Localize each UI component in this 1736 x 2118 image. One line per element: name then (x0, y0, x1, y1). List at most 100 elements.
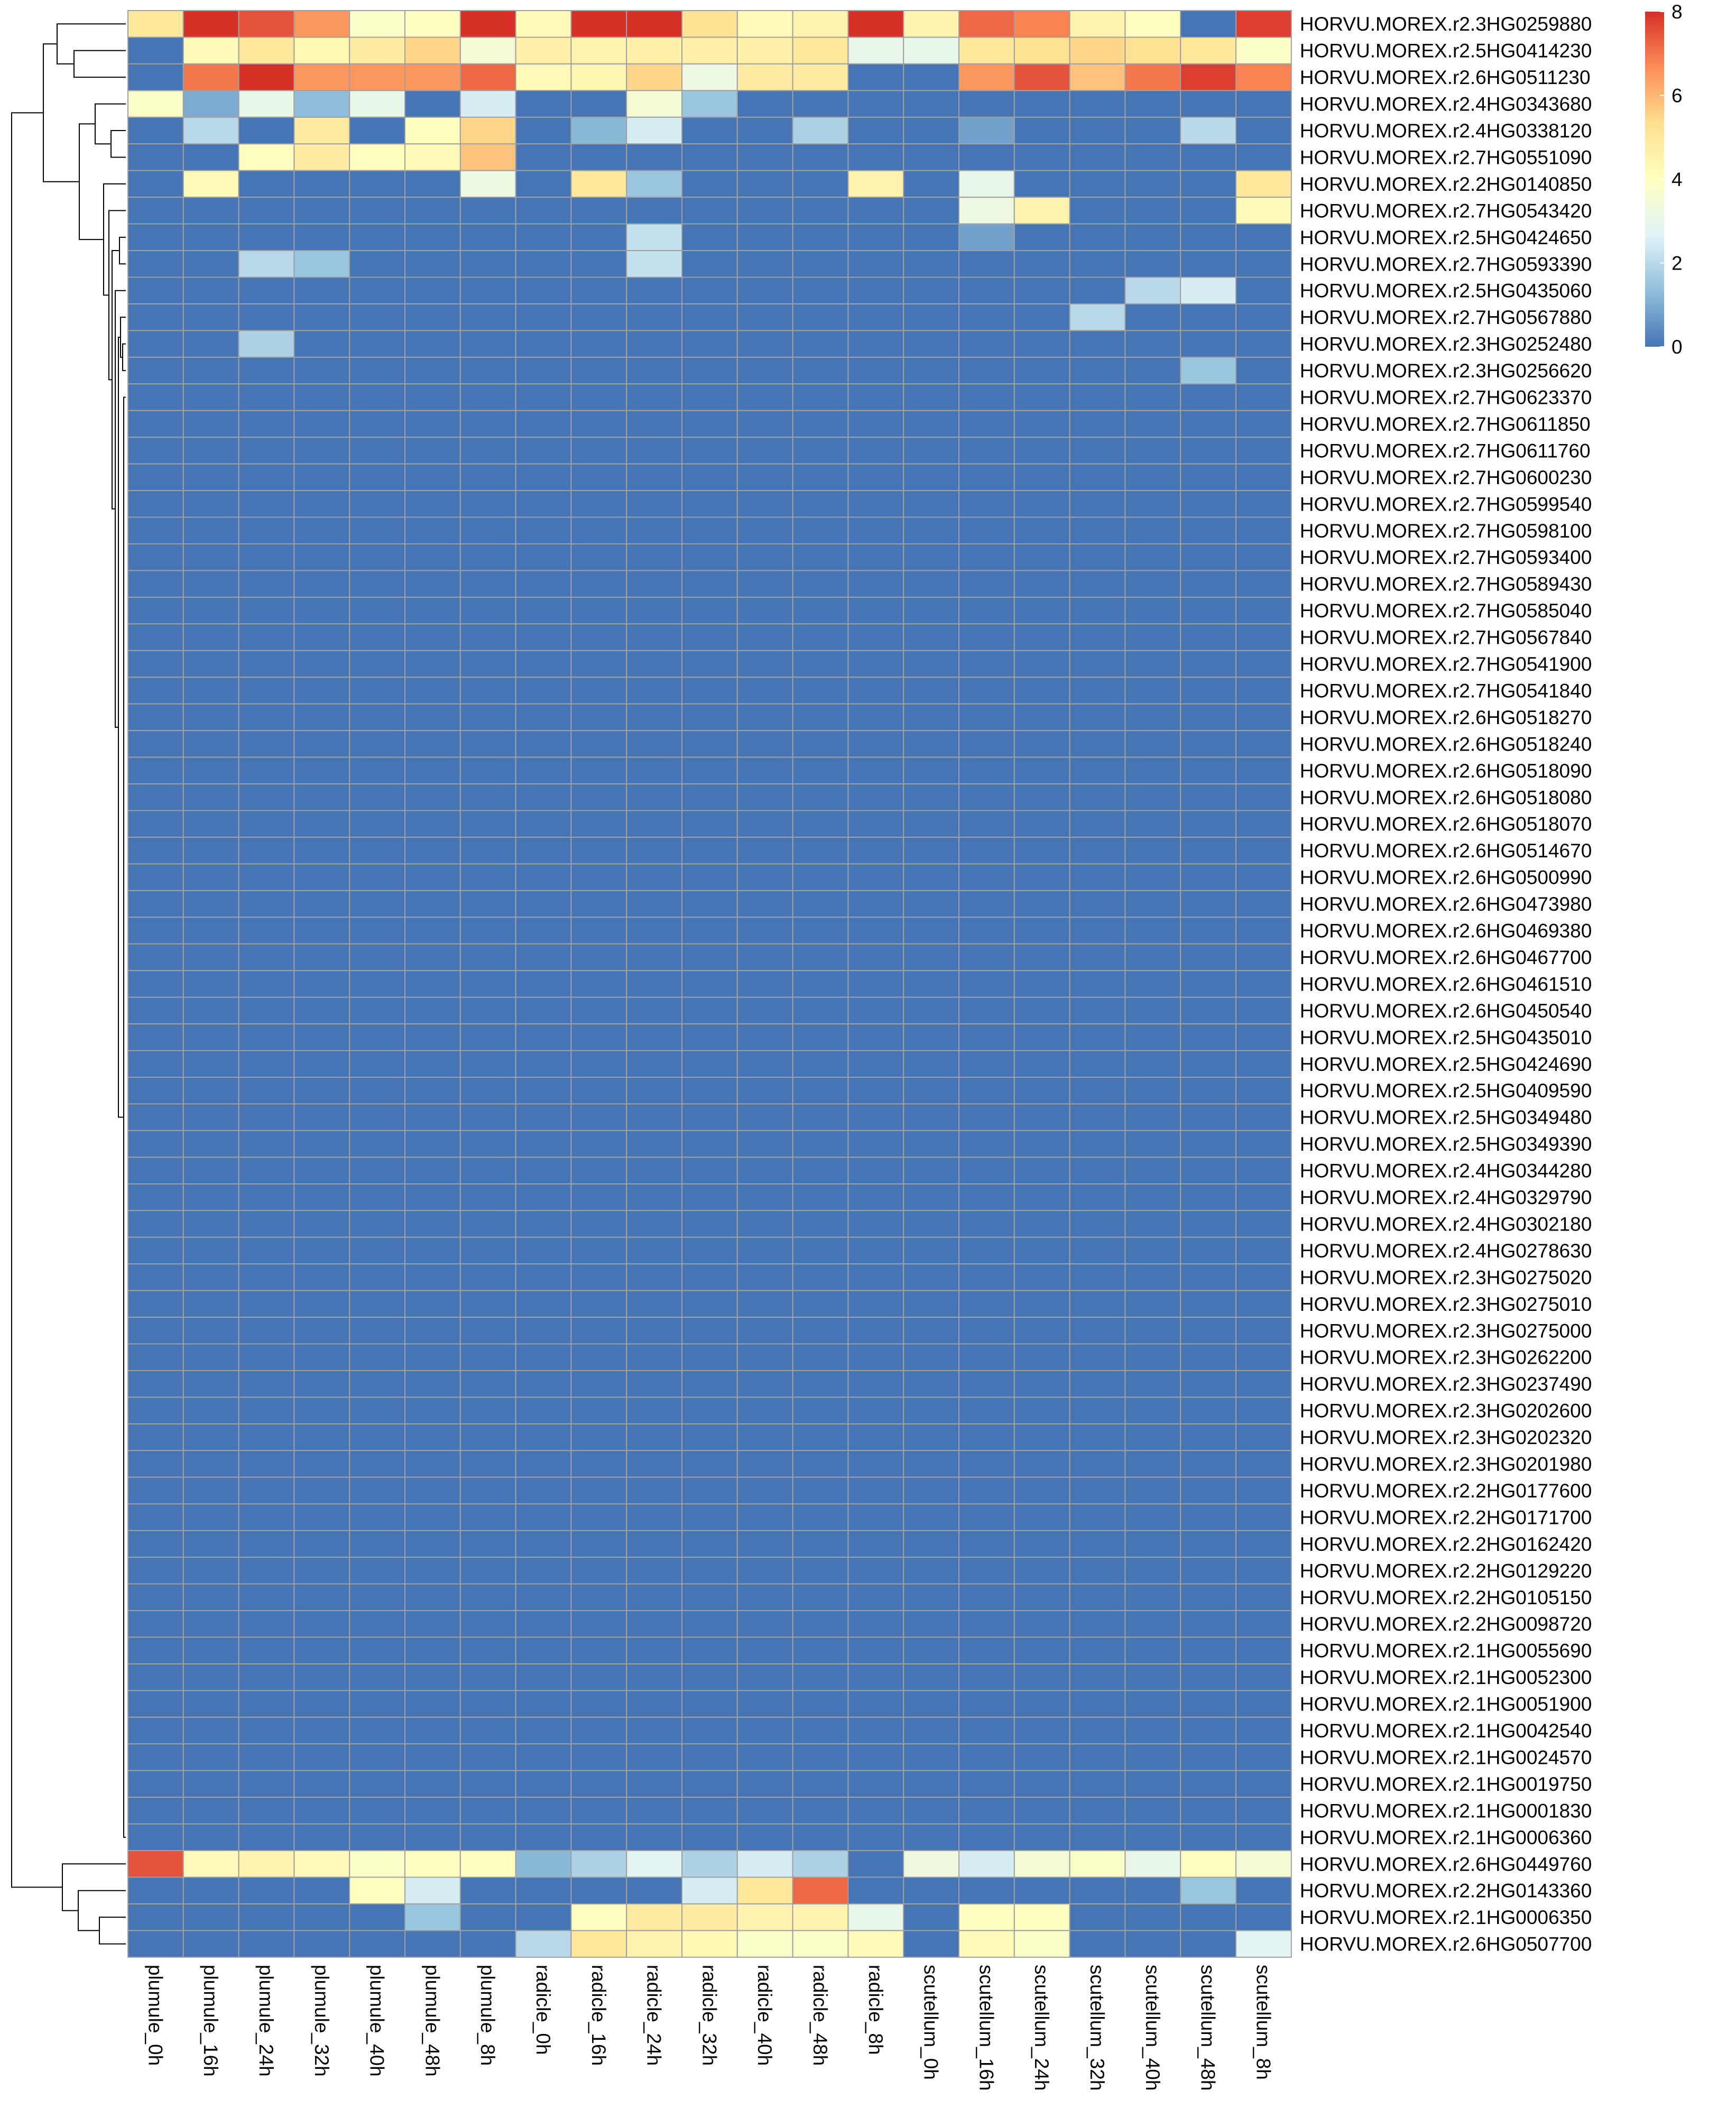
heatmap-cell (1235, 596, 1292, 625)
heatmap-cell (404, 1423, 461, 1451)
heatmap-cell (127, 543, 184, 571)
heatmap-cell (1013, 1317, 1070, 1345)
heatmap-cell (792, 970, 849, 998)
heatmap-cell (349, 1823, 406, 1852)
heatmap-cell (570, 463, 627, 492)
dendrogram-branch (78, 1890, 126, 1931)
heatmap-cell (127, 1716, 184, 1745)
heatmap-cell (515, 623, 572, 651)
heatmap-cell (349, 863, 406, 891)
heatmap-cell (404, 90, 461, 118)
heatmap-cell (1235, 1930, 1292, 1958)
heatmap-cell (1069, 543, 1126, 571)
heatmap-cell (1013, 1557, 1070, 1585)
heatmap-cell (736, 1823, 793, 1852)
heatmap-cell (238, 383, 295, 411)
heatmap-cell (736, 1157, 793, 1185)
heatmap-cell (1235, 543, 1292, 571)
heatmap-cell (459, 1583, 516, 1612)
heatmap-cell (903, 303, 959, 331)
heatmap-cell (1013, 943, 1070, 972)
heatmap-cell (903, 1743, 959, 1771)
heatmap-cell (1235, 303, 1292, 331)
heatmap-cell (626, 356, 682, 385)
heatmap-cell (1013, 63, 1070, 91)
heatmap-cell (238, 756, 295, 785)
heatmap-cell (681, 1236, 738, 1265)
column-label: plumule_32h (311, 1965, 333, 2077)
heatmap-cell (238, 90, 295, 118)
heatmap-cell (515, 1690, 572, 1718)
heatmap-cell (736, 596, 793, 625)
heatmap-cell (1124, 1210, 1181, 1238)
heatmap-cell (903, 516, 959, 544)
heatmap-cell (958, 1370, 1015, 1398)
heatmap-cell (736, 250, 793, 278)
heatmap-cell (1180, 356, 1236, 385)
heatmap-cell (626, 1210, 682, 1238)
heatmap-cell (349, 143, 406, 171)
heatmap-cell (238, 36, 295, 64)
heatmap-cell (182, 1503, 239, 1531)
heatmap-cell (459, 1503, 516, 1531)
heatmap-cell (847, 36, 904, 64)
heatmap-cell (1013, 1503, 1070, 1531)
heatmap-cell (1124, 1716, 1181, 1745)
heatmap-cell (1235, 730, 1292, 758)
heatmap-cell (459, 1903, 516, 1931)
heatmap-cell (1013, 970, 1070, 998)
heatmap-cell (404, 1636, 461, 1664)
heatmap-cell (349, 1636, 406, 1664)
heatmap-cell (847, 996, 904, 1025)
heatmap-cell (127, 730, 184, 758)
legend-tick-label: 6 (1672, 85, 1683, 107)
heatmap-cell (127, 863, 184, 891)
heatmap-cell (681, 330, 738, 358)
heatmap-cell (349, 1317, 406, 1345)
heatmap-cell (238, 1636, 295, 1664)
heatmap-cell (127, 516, 184, 544)
heatmap-cell (1124, 1743, 1181, 1771)
heatmap-cell (349, 356, 406, 385)
heatmap-cell (681, 1023, 738, 1051)
heatmap-cell (626, 890, 682, 918)
heatmap-cell (736, 36, 793, 64)
heatmap-cell (570, 1023, 627, 1051)
heatmap-cell (515, 1157, 572, 1185)
column-label: plumule_8h (477, 1965, 498, 2066)
heatmap-cell (349, 730, 406, 758)
heatmap-cell (127, 1610, 184, 1638)
heatmap-cell (515, 1503, 572, 1531)
heatmap-cell (1235, 1103, 1292, 1131)
heatmap-cell (958, 996, 1015, 1025)
heatmap-cell (903, 1317, 959, 1345)
heatmap-cell (349, 996, 406, 1025)
heatmap-cell (736, 330, 793, 358)
heatmap-cell (792, 356, 849, 385)
heatmap-cell (127, 143, 184, 171)
heatmap-cell (349, 10, 406, 38)
heatmap-cell (459, 596, 516, 625)
heatmap-cell (127, 356, 184, 385)
heatmap-cell (238, 1157, 295, 1185)
heatmap-cell (958, 836, 1015, 865)
heatmap-cell (736, 63, 793, 91)
heatmap-cell (626, 250, 682, 278)
heatmap-cell (238, 170, 295, 198)
heatmap-cell (736, 1876, 793, 1904)
heatmap-cell (847, 1077, 904, 1105)
heatmap-cell (903, 836, 959, 865)
heatmap-cell (958, 1636, 1015, 1664)
heatmap-cell (736, 1236, 793, 1265)
heatmap-cell (1180, 1476, 1236, 1505)
heatmap-cell (847, 1130, 904, 1158)
heatmap-cell (681, 410, 738, 438)
row-label: HORVU.MOREX.r2.7HG0623370 (1300, 387, 1592, 409)
heatmap-cell (404, 1157, 461, 1185)
heatmap-cell (404, 1130, 461, 1158)
heatmap-cell (1124, 1370, 1181, 1398)
heatmap-cell (847, 1396, 904, 1425)
heatmap-cell (958, 223, 1015, 252)
heatmap-cell (1013, 1423, 1070, 1451)
heatmap-cell (349, 516, 406, 544)
